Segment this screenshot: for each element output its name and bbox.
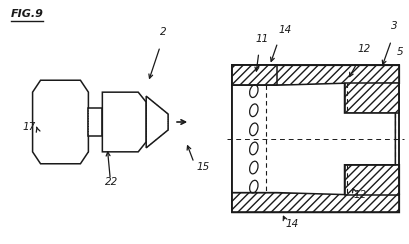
- Text: 17: 17: [22, 122, 36, 132]
- Text: 11: 11: [256, 34, 269, 44]
- Polygon shape: [102, 92, 146, 152]
- Bar: [232, 65, 399, 213]
- Polygon shape: [232, 65, 277, 85]
- Text: 12: 12: [357, 44, 371, 54]
- Text: 14: 14: [279, 24, 292, 34]
- Text: 14: 14: [286, 219, 299, 229]
- Text: 12: 12: [353, 190, 367, 200]
- Text: 22: 22: [106, 177, 119, 187]
- Text: 15: 15: [196, 162, 209, 172]
- Text: 2: 2: [160, 28, 166, 38]
- Polygon shape: [344, 165, 399, 194]
- Polygon shape: [146, 96, 168, 148]
- Polygon shape: [33, 80, 88, 164]
- Polygon shape: [232, 65, 399, 85]
- Polygon shape: [344, 165, 399, 194]
- Text: 3: 3: [391, 20, 398, 30]
- Text: FIG.9: FIG.9: [11, 9, 43, 19]
- Polygon shape: [344, 83, 399, 113]
- Bar: [88, 108, 102, 136]
- Text: 5: 5: [396, 47, 403, 57]
- Polygon shape: [232, 193, 399, 213]
- Polygon shape: [232, 83, 396, 194]
